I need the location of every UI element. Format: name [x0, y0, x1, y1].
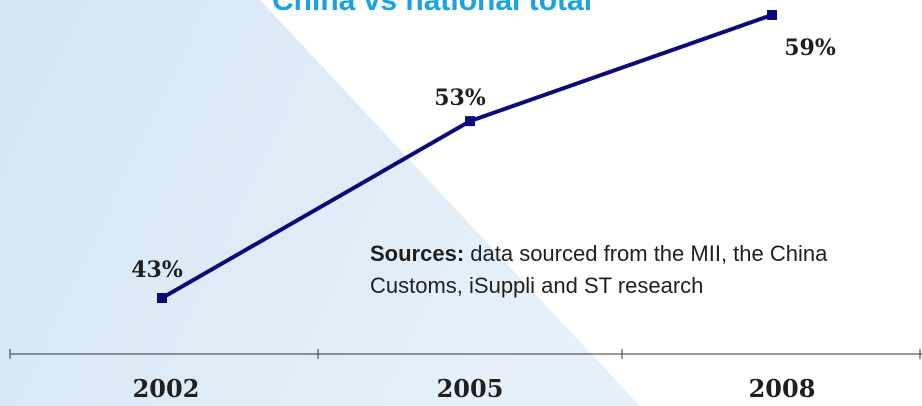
x-tick-label-2002: 2002: [133, 374, 200, 403]
data-point-2002: [157, 293, 167, 303]
data-label-2008: 59%: [784, 35, 836, 61]
x-tick-label-2008: 2008: [749, 374, 816, 403]
sources-label: Sources:: [370, 241, 465, 266]
x-tick-label-2005: 2005: [437, 374, 504, 403]
data-label-2002: 43%: [131, 257, 183, 283]
data-label-group: 43% 53% 59%: [131, 35, 836, 283]
data-point-2005: [465, 116, 475, 127]
chart-title: China vs national total: [272, 0, 593, 17]
data-label-2005: 53%: [434, 85, 486, 111]
data-point-2008: [767, 10, 777, 20]
series-line-group: [157, 10, 777, 303]
sources-text: data sourced from the MII, the China Cus…: [370, 241, 828, 298]
x-axis: 2002 2005 2008: [9, 349, 922, 403]
sources-note: Sources: data sourced from the MII, the …: [370, 238, 910, 302]
